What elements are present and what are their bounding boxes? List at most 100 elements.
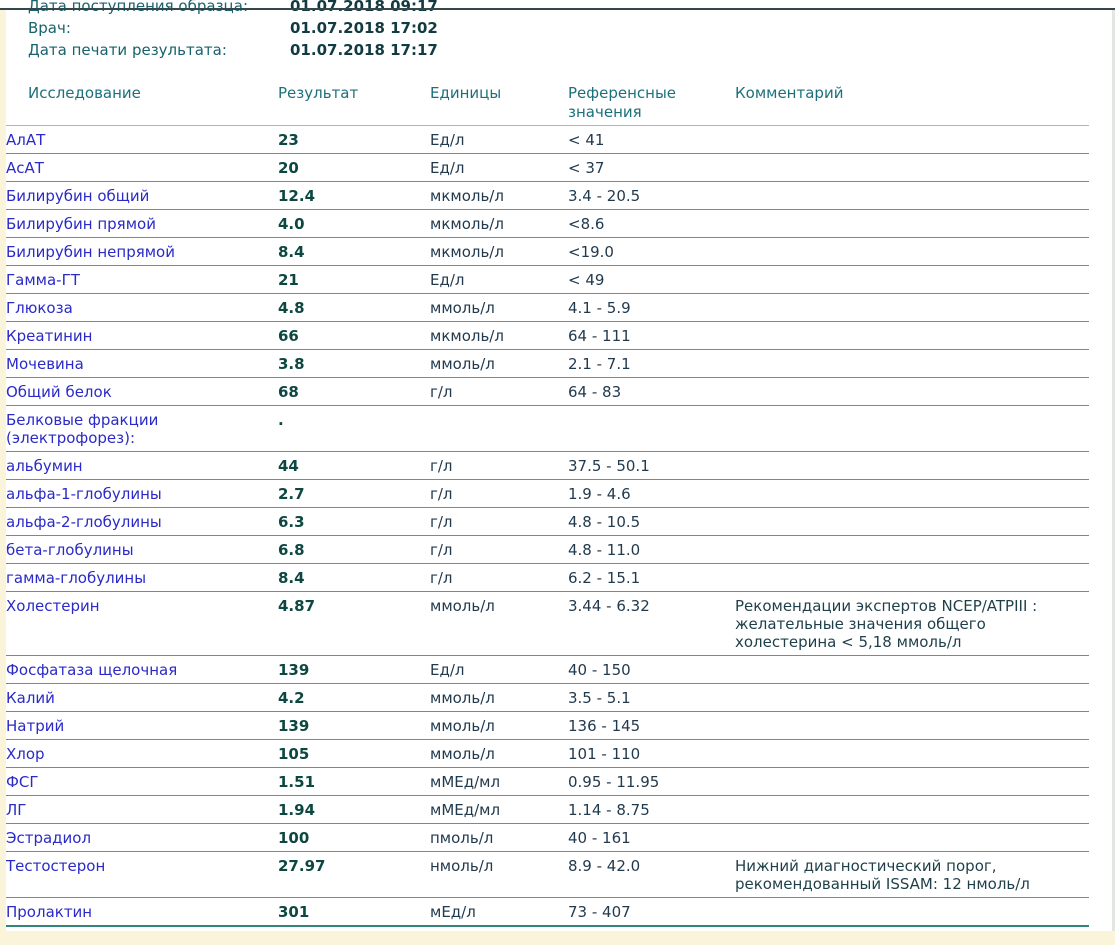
cell-units: мЕд/л [430, 897, 568, 927]
cell-test: Тестостерон [6, 851, 278, 898]
cell-result: 8.4 [278, 237, 430, 266]
cell-comment [735, 126, 1089, 154]
table-row: Креатинин 66 мкмоль/л 64 - 111 [6, 321, 1089, 350]
cell-comment [735, 405, 1089, 452]
cell-units: Ед/л [430, 153, 568, 182]
cell-test: Калий [6, 683, 278, 712]
cell-comment [735, 507, 1089, 536]
cell-units: г/л [430, 377, 568, 406]
cell-reference: 3.4 - 20.5 [568, 181, 735, 210]
cell-comment [735, 153, 1089, 182]
cell-reference: 64 - 83 [568, 377, 735, 406]
cell-comment [735, 655, 1089, 684]
cell-reference: < 37 [568, 153, 735, 182]
table-row: Натрий 139 ммоль/л 136 - 145 [6, 711, 1089, 740]
cell-comment [735, 711, 1089, 740]
cell-test: Фосфатаза щелочная [6, 655, 278, 684]
info-label: Врач: [28, 19, 71, 37]
cell-result: 23 [278, 131, 299, 149]
table-row: Глюкоза 4.8 ммоль/л 4.1 - 5.9 [6, 293, 1089, 322]
cell-units: мкмоль/л [430, 181, 568, 210]
cell-units: г/л [430, 535, 568, 564]
cell-result: 301 [278, 897, 430, 927]
cell-units: пмоль/л [430, 823, 568, 852]
cell-units: мкмоль/л [430, 321, 568, 350]
cell-reference: < 49 [568, 265, 735, 294]
cell-units: Ед/л [430, 131, 465, 149]
results-header: Исследование Результат Единицы Референсн… [6, 61, 1089, 126]
table-row: Билирубин общий 12.4 мкмоль/л 3.4 - 20.5 [6, 181, 1089, 210]
table-row: бета-глобулины 6.8 г/л 4.8 - 11.0 [6, 535, 1089, 564]
cell-comment [735, 479, 1089, 508]
cell-units [430, 405, 568, 452]
cell-units: ммоль/л [430, 293, 568, 322]
page-edge-bottom [0, 931, 1115, 945]
table-row: альбумин 44 г/л 37.5 - 50.1 [6, 451, 1089, 480]
cell-comment: Нижний диагностический порог, рекомендов… [735, 851, 1089, 898]
cell-result: 6.8 [278, 535, 430, 564]
cell-comment [735, 823, 1089, 852]
cell-result: 21 [278, 265, 430, 294]
table-row: Белковые фракции (электрофорез):. [6, 405, 1089, 452]
cell-reference: < 41 [568, 131, 605, 149]
cell-result: 68 [278, 377, 430, 406]
cell-units: ммоль/л [430, 711, 568, 740]
cell-result: 20 [278, 153, 430, 182]
cell-comment [735, 209, 1089, 238]
cell-test: альбумин [6, 451, 278, 480]
info-value: 01.07.2018 09:17 [290, 0, 438, 17]
cell-test: Билирубин непрямой [6, 237, 278, 266]
cell-units: ммоль/л [430, 591, 568, 656]
cell-units: г/л [430, 451, 568, 480]
cell-test: альфа-1-глобулины [6, 479, 278, 508]
cell-reference: 4.8 - 10.5 [568, 507, 735, 536]
table-row: ЛГ 1.94 мМЕд/мл 1.14 - 8.75 [6, 795, 1089, 824]
cell-units: мМЕд/мл [430, 795, 568, 824]
cell-reference [568, 405, 735, 452]
info-row-sample-received: Дата поступления образца: 01.07.2018 09:… [6, 0, 1089, 17]
cell-test: Пролактин [6, 897, 278, 927]
col-header-units: Единицы [430, 61, 568, 126]
cell-reference: 73 - 407 [568, 897, 735, 927]
cell-units: г/л [430, 563, 568, 592]
results-body: АлАТ 23 Ед/л < 41 АсАТ 20 Ед/л < 37 Билирубин об… [6, 126, 1089, 927]
table-row: Общий белок 68 г/л 64 - 83 [6, 377, 1089, 406]
cell-test: Холестерин [6, 591, 278, 656]
cell-comment [735, 321, 1089, 350]
cell-test: альфа-2-глобулины [6, 507, 278, 536]
cell-test: АсАТ [6, 153, 278, 182]
cell-reference: 3.44 - 6.32 [568, 591, 735, 656]
cell-units: мкмоль/л [430, 237, 568, 266]
cell-test: бета-глобулины [6, 535, 278, 564]
table-row: АлАТ 23 Ед/л < 41 [6, 126, 1089, 154]
top-divider [0, 8, 1115, 10]
cell-result: 12.4 [278, 181, 430, 210]
cell-comment [735, 897, 1089, 927]
cell-comment [735, 265, 1089, 294]
results-table: Исследование Результат Единицы Референсн… [6, 61, 1089, 927]
page-edge-left [0, 10, 6, 931]
cell-reference: 40 - 150 [568, 655, 735, 684]
cell-result: 105 [278, 739, 430, 768]
cell-test: ЛГ [6, 795, 278, 824]
cell-reference: 3.5 - 5.1 [568, 683, 735, 712]
info-row-doctor: Врач: 01.07.2018 17:02 [6, 17, 1089, 39]
table-row: альфа-1-глобулины 2.7 г/л 1.9 - 4.6 [6, 479, 1089, 508]
cell-result: 1.51 [278, 767, 430, 796]
cell-test: АлАТ [6, 131, 46, 149]
cell-result: 44 [278, 451, 430, 480]
cell-comment [735, 535, 1089, 564]
cell-reference: <19.0 [568, 237, 735, 266]
cell-result: 4.87 [278, 591, 430, 656]
cell-result: 4.0 [278, 209, 430, 238]
cell-result: 4.2 [278, 683, 430, 712]
cell-test: Билирубин прямой [6, 209, 278, 238]
report-info: Дата поступления образца: 01.07.2018 09:… [6, 0, 1089, 61]
info-row-print-date: Дата печати результата: 01.07.2018 17:17 [6, 39, 1089, 61]
cell-test: Билирубин общий [6, 181, 278, 210]
cell-reference: 4.1 - 5.9 [568, 293, 735, 322]
table-row: Калий 4.2 ммоль/л 3.5 - 5.1 [6, 683, 1089, 712]
col-header-result: Результат [278, 61, 430, 126]
cell-comment [735, 683, 1089, 712]
cell-test: ФСГ [6, 767, 278, 796]
